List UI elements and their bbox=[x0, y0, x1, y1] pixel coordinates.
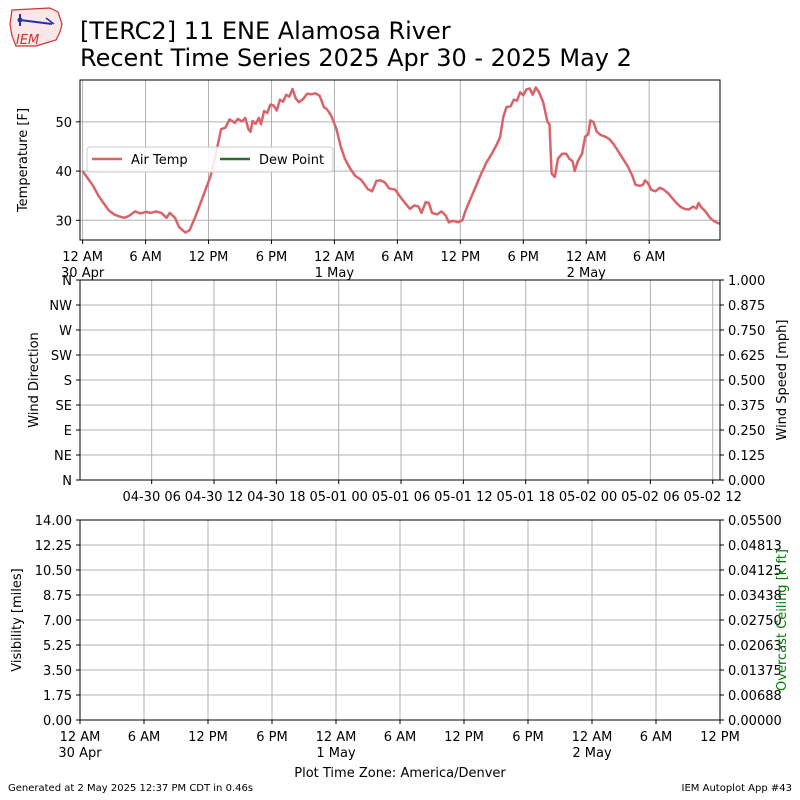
vis-y-tick-label-right: 0.02750 bbox=[728, 614, 782, 629]
temp-x-tick-label: 6 PM bbox=[256, 250, 287, 265]
wind-y-tick-label-right: 0.000 bbox=[728, 474, 765, 489]
wind-axes-frame bbox=[79, 279, 721, 481]
temp-x-tick-label: 12 AM bbox=[566, 250, 607, 265]
vis-x-tick-label: 6 PM bbox=[256, 730, 287, 745]
app-id: IEM Autoplot App #43 bbox=[681, 783, 792, 794]
wind-x-tick-label: 05-02 06 bbox=[621, 490, 679, 505]
wind-x-tick-label: 05-01 18 bbox=[496, 490, 554, 505]
wind-x-tick-label: 05-01 06 bbox=[372, 490, 430, 505]
wind-x-tick-label: 05-02 00 bbox=[559, 490, 617, 505]
vis-axes-frame bbox=[79, 519, 721, 721]
wind-y-tick-label-left: SW bbox=[51, 349, 72, 364]
temp-x-tick-label: 6 AM bbox=[129, 250, 162, 265]
legend: Air Temp Dew Point bbox=[86, 146, 334, 173]
temp-x-tick-label: 30 Apr bbox=[61, 266, 105, 281]
wind-x-tick-label: 04-30 18 bbox=[247, 490, 305, 505]
wind-y-tick-label-left: E bbox=[64, 424, 72, 439]
vis-y-tick-label-left: 3.50 bbox=[43, 664, 72, 679]
vis-y-tick-label-right: 0.05500 bbox=[728, 514, 782, 529]
vis-y-tick-label-left: 0.00 bbox=[43, 714, 72, 729]
vis-y-tick-label-right: 0.00688 bbox=[728, 689, 782, 704]
wind-y-tick-label-right: 0.750 bbox=[728, 324, 765, 339]
vis-x-tick-label: 1 May bbox=[316, 746, 356, 761]
vis-y-tick-label-right: 0.03438 bbox=[728, 589, 782, 604]
wind-y-tick-label-left: NE bbox=[54, 449, 72, 464]
vis-y-tick-label-left: 7.00 bbox=[43, 614, 72, 629]
iem-logo: IEM bbox=[9, 7, 63, 48]
vis-x-tick-label: 12 AM bbox=[572, 730, 613, 745]
vis-x-tick-label: 12 AM bbox=[316, 730, 357, 745]
vis-y-tick-label-left: 10.50 bbox=[35, 564, 72, 579]
wind-y-axis-label-left: Wind Direction bbox=[27, 332, 42, 428]
vis-y-tick-label-right: 0.04813 bbox=[728, 539, 782, 554]
vis-x-tick-label: 6 PM bbox=[512, 730, 543, 745]
vis-y-tick-label-right: 0.01375 bbox=[728, 664, 782, 679]
wind-y-tick-label-left: S bbox=[64, 374, 72, 389]
vis-y-tick-label-left: 5.25 bbox=[43, 639, 72, 654]
temp-y-tick-label: 30 bbox=[55, 214, 72, 229]
legend-label-air-temp: Air Temp bbox=[131, 153, 188, 168]
vis-y-tick-label-left: 1.75 bbox=[43, 689, 72, 704]
wind-y-tick-label-left: N bbox=[62, 474, 72, 489]
vis-y-axis-label-right: Overcast Ceiling [k ft] bbox=[775, 549, 790, 691]
wind-y-tick-label-right: 0.125 bbox=[728, 449, 765, 464]
temp-axes-frame bbox=[79, 79, 721, 241]
wind-y-axis-label-right: Wind Speed [mph] bbox=[775, 320, 790, 441]
series-line-air-temp bbox=[81, 86, 720, 234]
vis-x-axis-label: Plot Time Zone: America/Denver bbox=[294, 766, 506, 781]
wind-y-tick-label-right: 0.250 bbox=[728, 424, 765, 439]
vis-y-tick-label-right: 0.04125 bbox=[728, 564, 782, 579]
wind-y-tick-label-right: 0.500 bbox=[728, 374, 765, 389]
temp-y-axis-label: Temperature [F] bbox=[16, 108, 31, 213]
temp-x-tick-label: 12 PM bbox=[440, 250, 480, 265]
vis-x-tick-label: 12 PM bbox=[444, 730, 484, 745]
temp-x-tick-label: 6 PM bbox=[508, 250, 539, 265]
wind-y-tick-label-right: 0.625 bbox=[728, 349, 765, 364]
temp-x-tick-label: 12 PM bbox=[189, 250, 229, 265]
vis-x-tick-label: 6 AM bbox=[384, 730, 417, 745]
vis-x-tick-label: 12 PM bbox=[188, 730, 228, 745]
vis-x-tick-label: 2 May bbox=[572, 746, 612, 761]
temp-y-tick-label: 50 bbox=[55, 116, 72, 131]
wind-x-tick-label: 05-01 12 bbox=[434, 490, 492, 505]
temp-x-tick-label: 12 AM bbox=[62, 250, 103, 265]
vis-y-tick-label-left: 12.25 bbox=[35, 539, 72, 554]
vis-y-axis-label-left: Visibility [miles] bbox=[10, 568, 25, 671]
vis-y-tick-label-left: 8.75 bbox=[43, 589, 72, 604]
temp-y-tick-label: 40 bbox=[55, 165, 72, 180]
temp-x-tick-label: 6 AM bbox=[381, 250, 414, 265]
generated-note: Generated at 2 May 2025 12:37 PM CDT in … bbox=[8, 783, 254, 794]
logo-text: IEM bbox=[16, 33, 39, 48]
wind-y-tick-label-left: N bbox=[62, 274, 72, 289]
vis-y-tick-label-right: 0.02063 bbox=[728, 639, 782, 654]
wind-x-tick-label: 04-30 06 bbox=[122, 490, 180, 505]
wind-y-tick-label-right: 0.375 bbox=[728, 399, 765, 414]
vis-y-tick-label-right: 0.00000 bbox=[728, 714, 782, 729]
chart-title: [TERC2] 11 ENE Alamosa River bbox=[80, 17, 451, 45]
wind-x-tick-label: 05-02 12 bbox=[684, 490, 742, 505]
wind-x-tick-label: 05-01 00 bbox=[309, 490, 367, 505]
wind-y-tick-label-right: 0.875 bbox=[728, 299, 765, 314]
wind-y-tick-label-left: NW bbox=[49, 299, 72, 314]
temp-x-tick-label: 2 May bbox=[567, 266, 607, 281]
vis-x-tick-label: 6 AM bbox=[640, 730, 673, 745]
temp-x-tick-label: 1 May bbox=[315, 266, 355, 281]
legend-label-dew-point: Dew Point bbox=[259, 153, 324, 168]
wind-y-tick-label-right: 1.000 bbox=[728, 274, 765, 289]
vis-x-tick-label: 12 AM bbox=[60, 730, 101, 745]
vis-x-tick-label: 6 AM bbox=[128, 730, 161, 745]
wind-panel: 04-30 06 04-30 12 04-30 18 05-01 00 05-01 06… bbox=[27, 274, 790, 505]
vis-x-tick-label: 30 Apr bbox=[58, 746, 102, 761]
vis-y-tick-label-left: 14.00 bbox=[35, 514, 72, 529]
temp-x-tick-label: 12 AM bbox=[314, 250, 355, 265]
temp-x-tick-label: 6 AM bbox=[633, 250, 666, 265]
wind-y-tick-label-left: SE bbox=[56, 399, 72, 414]
vis-x-tick-label: 12 PM bbox=[700, 730, 740, 745]
wind-x-tick-label: 04-30 12 bbox=[185, 490, 243, 505]
wind-y-tick-label-left: W bbox=[59, 324, 72, 339]
chart-subtitle: Recent Time Series 2025 Apr 30 - 2025 Ma… bbox=[80, 44, 632, 72]
